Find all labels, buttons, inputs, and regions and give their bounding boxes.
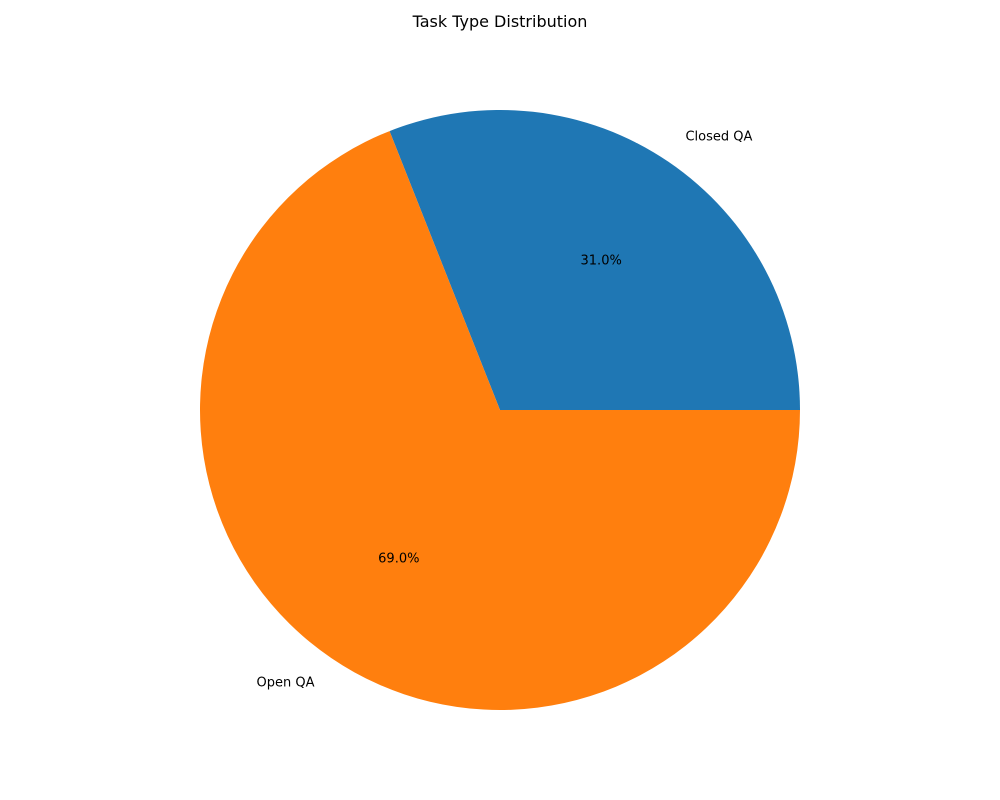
- slice-label: Open QA: [257, 675, 315, 690]
- pie-slice-closed-qa: [389, 110, 800, 410]
- slice-percent-label: 31.0%: [581, 254, 622, 269]
- pie-slice-open-qa: [200, 131, 800, 711]
- pie-slices: [200, 110, 800, 711]
- chart-title: Task Type Distribution: [412, 12, 588, 31]
- slice-percent-label: 69.0%: [378, 551, 419, 566]
- slice-label: Closed QA: [685, 130, 752, 145]
- pie-labels: Closed QA 31.0% Open QA 69.0%: [257, 130, 753, 691]
